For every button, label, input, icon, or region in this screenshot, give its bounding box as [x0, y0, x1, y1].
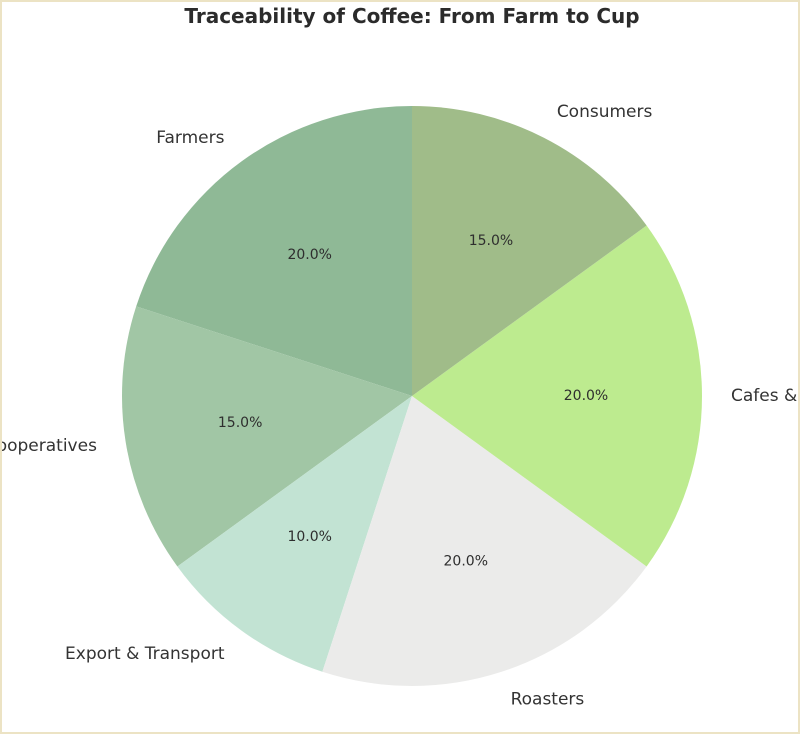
pie-slice-roasters	[322, 396, 647, 687]
pie-slice-cooperatives	[121, 306, 412, 567]
category-label-consumers: Consumers	[557, 102, 653, 122]
category-label-export-and-transport: Export & Transport	[65, 644, 225, 664]
category-label-cooperatives: Cooperatives	[2, 436, 97, 456]
pct-label-cafes-and-retailers: 20.0%	[564, 388, 608, 404]
pie-slice-farmers	[136, 106, 412, 396]
pie-slice-cafes-and-retailers	[412, 225, 702, 567]
pct-label-farmers: 20.0%	[287, 247, 331, 263]
chart-title: Traceability of Coffee: From Farm to Cup	[184, 4, 640, 28]
pct-label-consumers: 15.0%	[469, 233, 513, 249]
category-label-cafes-and-retailers: Cafes & Retailers	[731, 386, 800, 406]
pct-label-cooperatives: 15.0%	[218, 415, 262, 431]
pie-slice-export-and-transport	[177, 396, 412, 672]
pct-label-roasters: 20.0%	[444, 553, 488, 569]
category-label-roasters: Roasters	[511, 689, 585, 709]
category-label-farmers: Farmers	[156, 128, 224, 148]
pie-slice-consumers	[412, 106, 647, 396]
pct-label-export-and-transport: 10.0%	[287, 529, 331, 545]
